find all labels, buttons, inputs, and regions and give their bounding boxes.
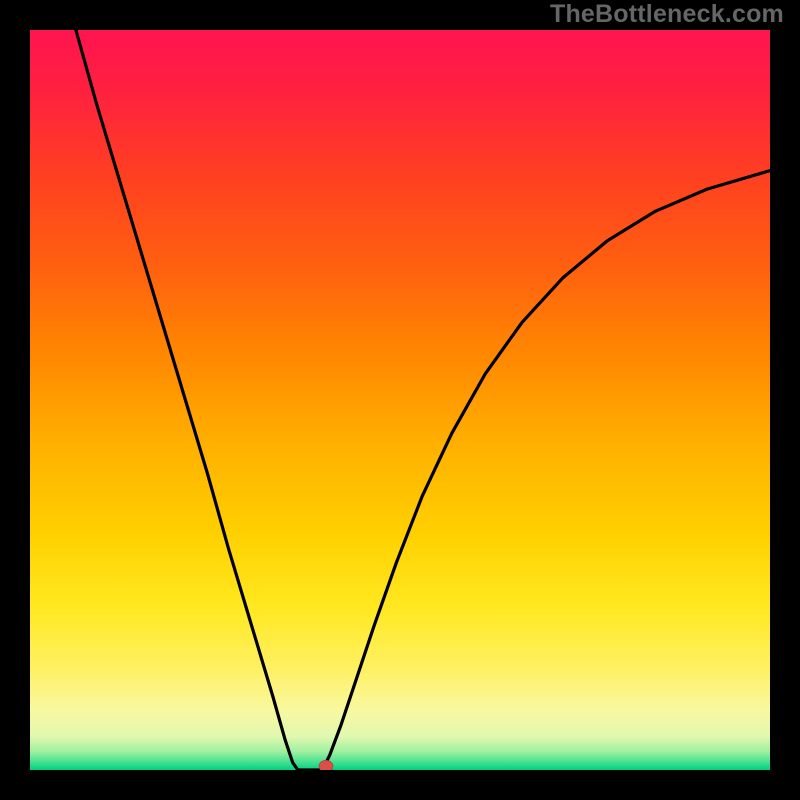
gradient-background (30, 30, 770, 770)
watermark-text: TheBottleneck.com (550, 0, 784, 29)
optimum-marker (319, 760, 333, 770)
chart-frame: TheBottleneck.com (0, 0, 800, 800)
bottleneck-chart (30, 30, 770, 770)
